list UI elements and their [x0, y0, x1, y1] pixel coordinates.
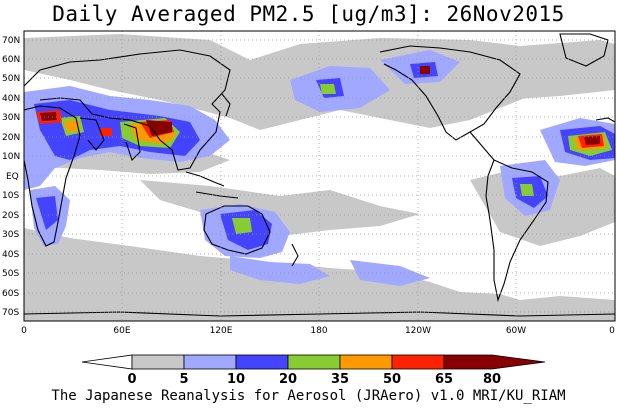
colorbar-label-50: 50 — [383, 372, 401, 387]
lat-label-60s: 60S — [2, 289, 19, 299]
colorbar-label-20: 20 — [279, 372, 297, 387]
lat-label-70n: 70N — [2, 36, 20, 46]
map-frame — [23, 30, 616, 322]
pm25-band-80-plus — [40, 66, 600, 145]
lon-label-0-right: 0 — [609, 326, 615, 336]
lon-label-180: 180 — [310, 326, 327, 336]
lon-labels: 0 60E 120E 180 120W 60W 0 — [21, 326, 615, 336]
lat-label-20s: 20S — [2, 211, 19, 221]
lat-label-40s: 40S — [2, 250, 19, 260]
colorbar-swatch-2 — [183, 354, 237, 370]
colorbar-label-10: 10 — [227, 372, 245, 387]
lon-label-120e: 120E — [210, 326, 233, 336]
footer-credit: The Japanese Reanalysis for Aerosol (JRA… — [51, 388, 566, 404]
lat-label-10s: 10S — [2, 191, 19, 201]
lat-labels: 70N 60N 50N 40N 30N 20N 10N EQ 10S 20S 3… — [2, 36, 20, 318]
colorbar-label-80: 80 — [483, 372, 501, 387]
colorbar-swatch-4 — [287, 354, 341, 370]
pm25-field — [24, 33, 615, 321]
lat-label-40n: 40N — [2, 94, 20, 104]
colorbar-labels: 0 5 10 20 35 50 65 80 — [127, 372, 501, 387]
colorbar-swatch-6 — [391, 354, 445, 370]
lat-label-50n: 50N — [2, 74, 20, 84]
page-title: Daily Averaged PM2.5 [ug/m3]: 26Nov2015 — [52, 2, 565, 26]
colorbar-label-35: 35 — [331, 372, 349, 387]
lat-label-30n: 30N — [2, 113, 20, 123]
lat-label-20n: 20N — [2, 133, 20, 143]
colorbar-swatch-1 — [131, 354, 185, 370]
colorbar-label-65: 65 — [435, 372, 453, 387]
lat-label-60n: 60N — [2, 55, 20, 65]
lat-label-10n: 10N — [2, 152, 20, 162]
lon-label-60w: 60W — [506, 326, 526, 336]
colorbar-label-0: 0 — [127, 372, 136, 387]
lat-label-eq: EQ — [6, 172, 19, 182]
lat-label-50s: 50S — [2, 269, 19, 279]
map-grid — [24, 31, 615, 321]
colorbar-label-5: 5 — [179, 372, 188, 387]
lat-label-30s: 30S — [2, 230, 19, 240]
lon-label-0-left: 0 — [21, 326, 27, 336]
lon-label-60e: 60E — [113, 326, 130, 336]
colorbar-swatch-0 — [81, 354, 133, 370]
colorbar — [81, 354, 546, 370]
colorbar-swatch-5 — [339, 354, 393, 370]
colorbar-swatch-3 — [235, 354, 289, 370]
lat-label-70s: 70S — [2, 308, 19, 318]
lon-label-120w: 120W — [405, 326, 431, 336]
colorbar-swatch-7 — [443, 354, 546, 370]
